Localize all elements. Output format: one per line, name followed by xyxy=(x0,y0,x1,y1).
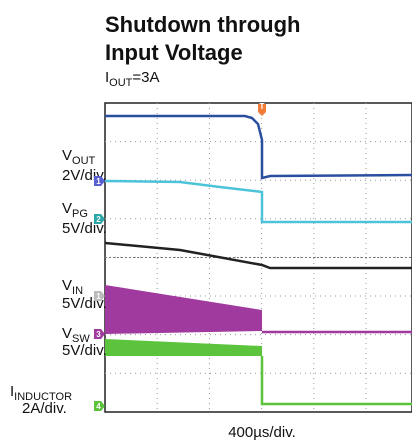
subtitle: IOUT=3A xyxy=(105,69,160,89)
traces xyxy=(104,114,412,406)
channel-name-main: I xyxy=(10,383,14,400)
scope-screen xyxy=(104,102,412,413)
channel-name: VPG xyxy=(62,200,88,220)
channel-marker-shape xyxy=(94,291,105,301)
channel-labels: VOUT2V/div.1VPG5V/div.2VIN5V/div.1VSW5V/… xyxy=(10,147,107,417)
trigger-label: T xyxy=(260,102,265,111)
channel-marker-shape xyxy=(94,329,105,339)
channel-marker: 1 xyxy=(96,177,101,186)
channel-marker: 2 xyxy=(96,215,101,224)
channel-name-main: V xyxy=(62,200,72,217)
trace xyxy=(105,114,412,180)
channel-name-sub: OUT xyxy=(72,155,96,167)
trace xyxy=(104,241,412,270)
channel-name: IINDUCTOR xyxy=(10,383,72,403)
trace xyxy=(104,179,412,224)
channel-name: VOUT xyxy=(62,147,96,167)
channel-scale: 5V/div. xyxy=(62,342,107,359)
channel-name-sub: INDUCTOR xyxy=(14,391,72,403)
trace-band xyxy=(105,285,262,334)
channel-marker-shape xyxy=(94,176,105,186)
title-line: Shutdown through xyxy=(105,12,301,37)
trace-band xyxy=(105,339,262,356)
channel-scale: 5V/div. xyxy=(62,220,107,237)
channel-name: VIN xyxy=(62,277,83,297)
channel-marker-shape xyxy=(94,214,105,224)
channel-name: VSW xyxy=(62,325,90,345)
trace xyxy=(260,356,412,406)
subtitle-sub: OUT xyxy=(109,77,133,89)
title-line: Input Voltage xyxy=(105,40,243,65)
channel-name-sub: PG xyxy=(72,208,88,220)
channel-marker: 4 xyxy=(96,402,101,411)
channel-name-main: V xyxy=(62,277,72,294)
time-scale: 400µs/div. xyxy=(228,424,296,441)
trigger-marker: T xyxy=(258,102,266,116)
channel-name-main: V xyxy=(62,325,72,342)
channel-name-sub: IN xyxy=(72,285,83,297)
channel-name-sub: SW xyxy=(72,333,90,345)
subtitle-suffix: =3A xyxy=(132,69,159,86)
channel-marker-shape xyxy=(94,401,105,411)
channel-marker: 3 xyxy=(96,330,101,339)
subtitle-main: I xyxy=(105,69,109,86)
channel-marker: 1 xyxy=(96,292,101,301)
channel-name-main: V xyxy=(62,147,72,164)
channel-scale: 2A/div. xyxy=(22,400,67,417)
